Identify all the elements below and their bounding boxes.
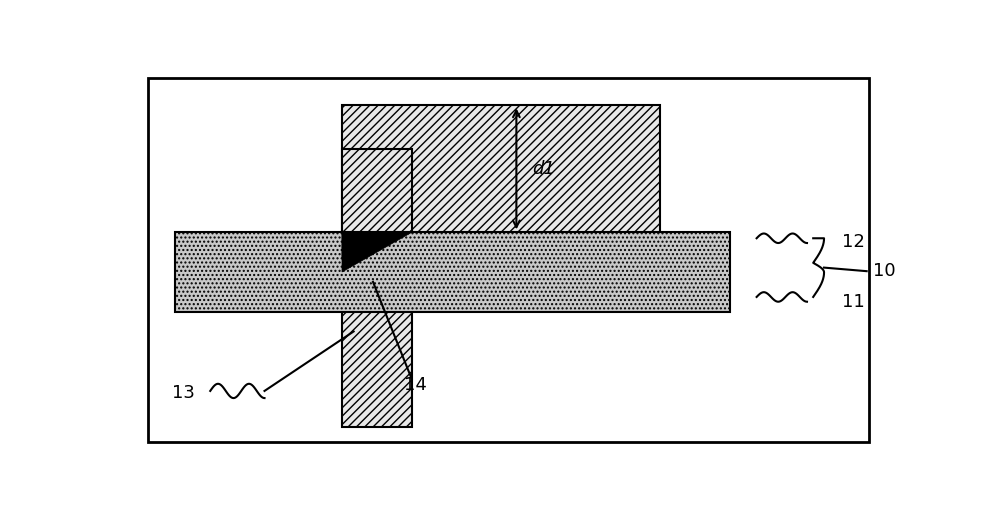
Bar — [342, 149, 412, 426]
Polygon shape — [342, 232, 412, 272]
Text: 14: 14 — [404, 376, 427, 394]
Text: 12: 12 — [842, 233, 865, 251]
Polygon shape — [342, 232, 392, 258]
Bar — [175, 232, 730, 312]
Text: 13: 13 — [172, 384, 195, 402]
Bar — [342, 106, 660, 240]
Text: 11: 11 — [842, 293, 865, 311]
Text: 10: 10 — [873, 262, 896, 280]
Text: d1: d1 — [532, 160, 555, 178]
